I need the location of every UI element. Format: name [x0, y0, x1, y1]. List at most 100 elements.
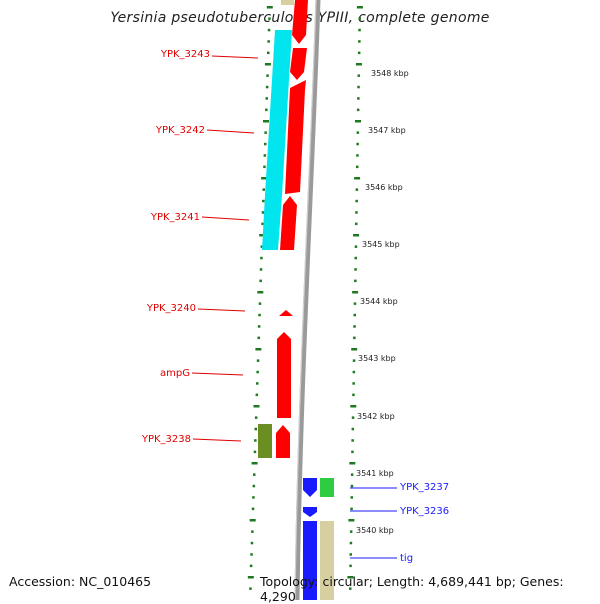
track-tick: [350, 484, 354, 488]
track-tick: [351, 439, 354, 442]
track-tick: [255, 393, 259, 397]
track-tick: [352, 370, 356, 374]
track-tick: [254, 439, 257, 442]
track-tick: [250, 541, 254, 545]
leader-ampg: [191, 372, 244, 376]
track-tick: [261, 177, 268, 180]
genome-backbone: [294, 0, 321, 600]
track-tick: [260, 256, 263, 260]
track-tick: [249, 564, 253, 568]
scale-label: 3544 kbp: [360, 297, 398, 306]
track-tick: [358, 40, 361, 43]
track-tick: [266, 6, 273, 9]
track-tick: [353, 336, 356, 340]
track-tick: [356, 142, 359, 146]
track-tick: [261, 211, 265, 214]
track-tick: [259, 234, 266, 237]
track-tick: [349, 462, 356, 465]
track-tick: [264, 131, 267, 134]
track-tick: [350, 496, 353, 499]
track-tick: [253, 473, 256, 476]
track-tick: [358, 28, 361, 32]
scale-label: 3548 kbp: [371, 69, 409, 78]
track-tick: [263, 154, 267, 157]
gene-ypk-3238: [276, 425, 290, 458]
track-tick: [355, 222, 358, 226]
track-tick: [255, 348, 262, 351]
track-tick: [357, 51, 361, 55]
track-tick: [249, 587, 252, 590]
leader-ypk-3241: [201, 216, 250, 221]
gene-ypk-3237: [303, 478, 317, 497]
track-tick: [357, 74, 360, 77]
gene-ypk-3240: [279, 310, 293, 316]
green-track: [320, 478, 334, 497]
track-tick: [257, 291, 264, 294]
gene-tig: [303, 521, 317, 600]
track-tick: [257, 336, 260, 340]
track-tick: [352, 359, 356, 362]
gene-ypk-3236: [303, 507, 317, 517]
track-tick: [267, 28, 271, 32]
track-tick: [263, 165, 266, 169]
track-tick: [353, 234, 360, 237]
track-tick: [356, 154, 359, 157]
gene-ypk-3241: [280, 196, 297, 250]
track-tick: [357, 85, 360, 89]
track-tick: [265, 85, 269, 89]
track-tick: [254, 427, 257, 431]
track-tick: [349, 541, 353, 545]
scale-labels: 3548 kbp 3547 kbp 3546 kbp 3545 kbp 3544…: [356, 69, 409, 535]
track-tick: [264, 142, 267, 146]
label-ypk-3238: YPK_3238: [141, 434, 191, 445]
track-tick: [347, 576, 354, 579]
track-tick: [356, 131, 360, 134]
track-tick: [349, 530, 353, 533]
track-tick: [350, 405, 357, 408]
track-tick: [355, 120, 361, 123]
label-leaders: [191, 55, 397, 559]
track-tick: [351, 416, 355, 419]
track-tick: [354, 268, 357, 271]
track-tick: [352, 393, 355, 397]
track-tick: [247, 576, 254, 579]
track-tick: [352, 382, 355, 385]
label-tig: tig: [400, 553, 413, 564]
label-ypk-3237: YPK_3237: [399, 482, 449, 493]
leader-ypk-3238: [192, 438, 242, 442]
track-tick: [357, 97, 360, 100]
track-tick: [349, 553, 352, 556]
track-tick: [259, 279, 262, 283]
track-tick: [256, 359, 260, 362]
track-tick: [268, 17, 271, 20]
scale-label: 3547 kbp: [368, 126, 406, 135]
track-tick: [256, 370, 259, 374]
track-tick: [354, 245, 358, 248]
tan-track-top: [281, 0, 294, 5]
track-tick: [251, 507, 255, 511]
track-tick: [252, 496, 255, 499]
track-tick: [265, 97, 268, 100]
gene-top-arrow: [292, 0, 308, 44]
track-tick: [350, 473, 354, 476]
leader-ypk-3240: [197, 308, 246, 312]
label-ypk-3243: YPK_3243: [160, 49, 210, 60]
label-ypk-3236: YPK_3236: [399, 506, 449, 517]
track-tick: [253, 405, 260, 408]
gene-ampg: [277, 332, 291, 418]
left-dotted-track: [247, 6, 273, 590]
scale-label: 3540 kbp: [356, 526, 394, 535]
track-tick: [261, 222, 264, 226]
label-ypk-3242: YPK_3242: [155, 125, 205, 136]
track-tick: [257, 325, 261, 328]
track-tick: [258, 313, 261, 317]
track-tick: [254, 416, 258, 419]
leader-ypk-3243: [211, 55, 259, 59]
track-tick: [252, 484, 256, 488]
tan-track-lower: [320, 521, 334, 600]
track-tick: [354, 279, 357, 283]
track-tick: [249, 519, 256, 522]
track-tick: [250, 553, 253, 556]
track-tick: [264, 63, 271, 66]
track-tick: [266, 74, 269, 77]
